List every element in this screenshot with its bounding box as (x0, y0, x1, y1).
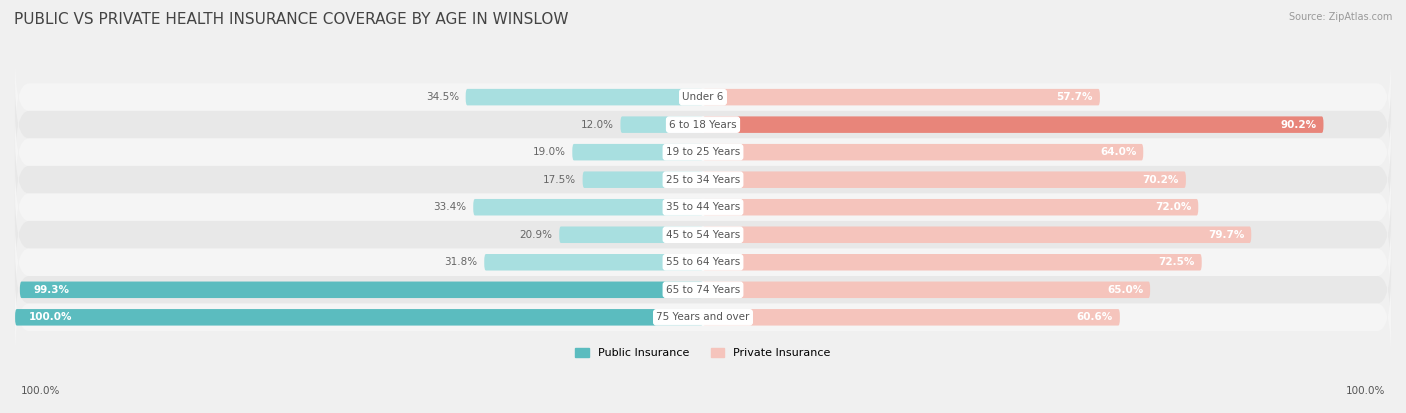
Legend: Public Insurance, Private Insurance: Public Insurance, Private Insurance (571, 344, 835, 363)
FancyBboxPatch shape (703, 116, 1323, 133)
Text: 100.0%: 100.0% (30, 312, 72, 322)
Text: 79.7%: 79.7% (1208, 230, 1244, 240)
Text: 34.5%: 34.5% (426, 92, 458, 102)
Text: 100.0%: 100.0% (21, 387, 60, 396)
Text: 33.4%: 33.4% (433, 202, 467, 212)
FancyBboxPatch shape (703, 144, 1143, 160)
Text: 19 to 25 Years: 19 to 25 Years (666, 147, 740, 157)
Text: 70.2%: 70.2% (1143, 175, 1180, 185)
Text: 100.0%: 100.0% (1346, 387, 1385, 396)
Text: 45 to 54 Years: 45 to 54 Years (666, 230, 740, 240)
Text: 72.5%: 72.5% (1159, 257, 1195, 267)
Text: 17.5%: 17.5% (543, 175, 575, 185)
Text: 25 to 34 Years: 25 to 34 Years (666, 175, 740, 185)
Text: 64.0%: 64.0% (1099, 147, 1136, 157)
FancyBboxPatch shape (15, 83, 1391, 166)
Text: 55 to 64 Years: 55 to 64 Years (666, 257, 740, 267)
FancyBboxPatch shape (15, 56, 1391, 138)
FancyBboxPatch shape (465, 89, 703, 105)
Text: 31.8%: 31.8% (444, 257, 478, 267)
Text: PUBLIC VS PRIVATE HEALTH INSURANCE COVERAGE BY AGE IN WINSLOW: PUBLIC VS PRIVATE HEALTH INSURANCE COVER… (14, 12, 568, 27)
FancyBboxPatch shape (703, 282, 1150, 298)
FancyBboxPatch shape (703, 309, 1119, 325)
Text: 57.7%: 57.7% (1056, 92, 1092, 102)
Text: 72.0%: 72.0% (1154, 202, 1191, 212)
FancyBboxPatch shape (15, 193, 1391, 276)
FancyBboxPatch shape (474, 199, 703, 216)
FancyBboxPatch shape (15, 111, 1391, 193)
Text: 19.0%: 19.0% (533, 147, 565, 157)
FancyBboxPatch shape (703, 89, 1099, 105)
FancyBboxPatch shape (703, 171, 1185, 188)
Text: 75 Years and over: 75 Years and over (657, 312, 749, 322)
FancyBboxPatch shape (620, 116, 703, 133)
Text: Under 6: Under 6 (682, 92, 724, 102)
FancyBboxPatch shape (15, 276, 1391, 358)
Text: 65 to 74 Years: 65 to 74 Years (666, 285, 740, 295)
Text: 6 to 18 Years: 6 to 18 Years (669, 120, 737, 130)
FancyBboxPatch shape (15, 138, 1391, 221)
FancyBboxPatch shape (572, 144, 703, 160)
Text: 60.6%: 60.6% (1077, 312, 1114, 322)
FancyBboxPatch shape (15, 309, 703, 325)
Text: Source: ZipAtlas.com: Source: ZipAtlas.com (1288, 12, 1392, 22)
FancyBboxPatch shape (582, 171, 703, 188)
FancyBboxPatch shape (15, 249, 1391, 331)
FancyBboxPatch shape (15, 166, 1391, 249)
FancyBboxPatch shape (15, 221, 1391, 304)
FancyBboxPatch shape (703, 226, 1251, 243)
FancyBboxPatch shape (484, 254, 703, 271)
FancyBboxPatch shape (703, 199, 1198, 216)
Text: 65.0%: 65.0% (1107, 285, 1143, 295)
Text: 99.3%: 99.3% (34, 285, 70, 295)
Text: 12.0%: 12.0% (581, 120, 613, 130)
FancyBboxPatch shape (703, 254, 1202, 271)
Text: 20.9%: 20.9% (519, 230, 553, 240)
FancyBboxPatch shape (20, 282, 703, 298)
FancyBboxPatch shape (560, 226, 703, 243)
Text: 90.2%: 90.2% (1281, 120, 1316, 130)
Text: 35 to 44 Years: 35 to 44 Years (666, 202, 740, 212)
